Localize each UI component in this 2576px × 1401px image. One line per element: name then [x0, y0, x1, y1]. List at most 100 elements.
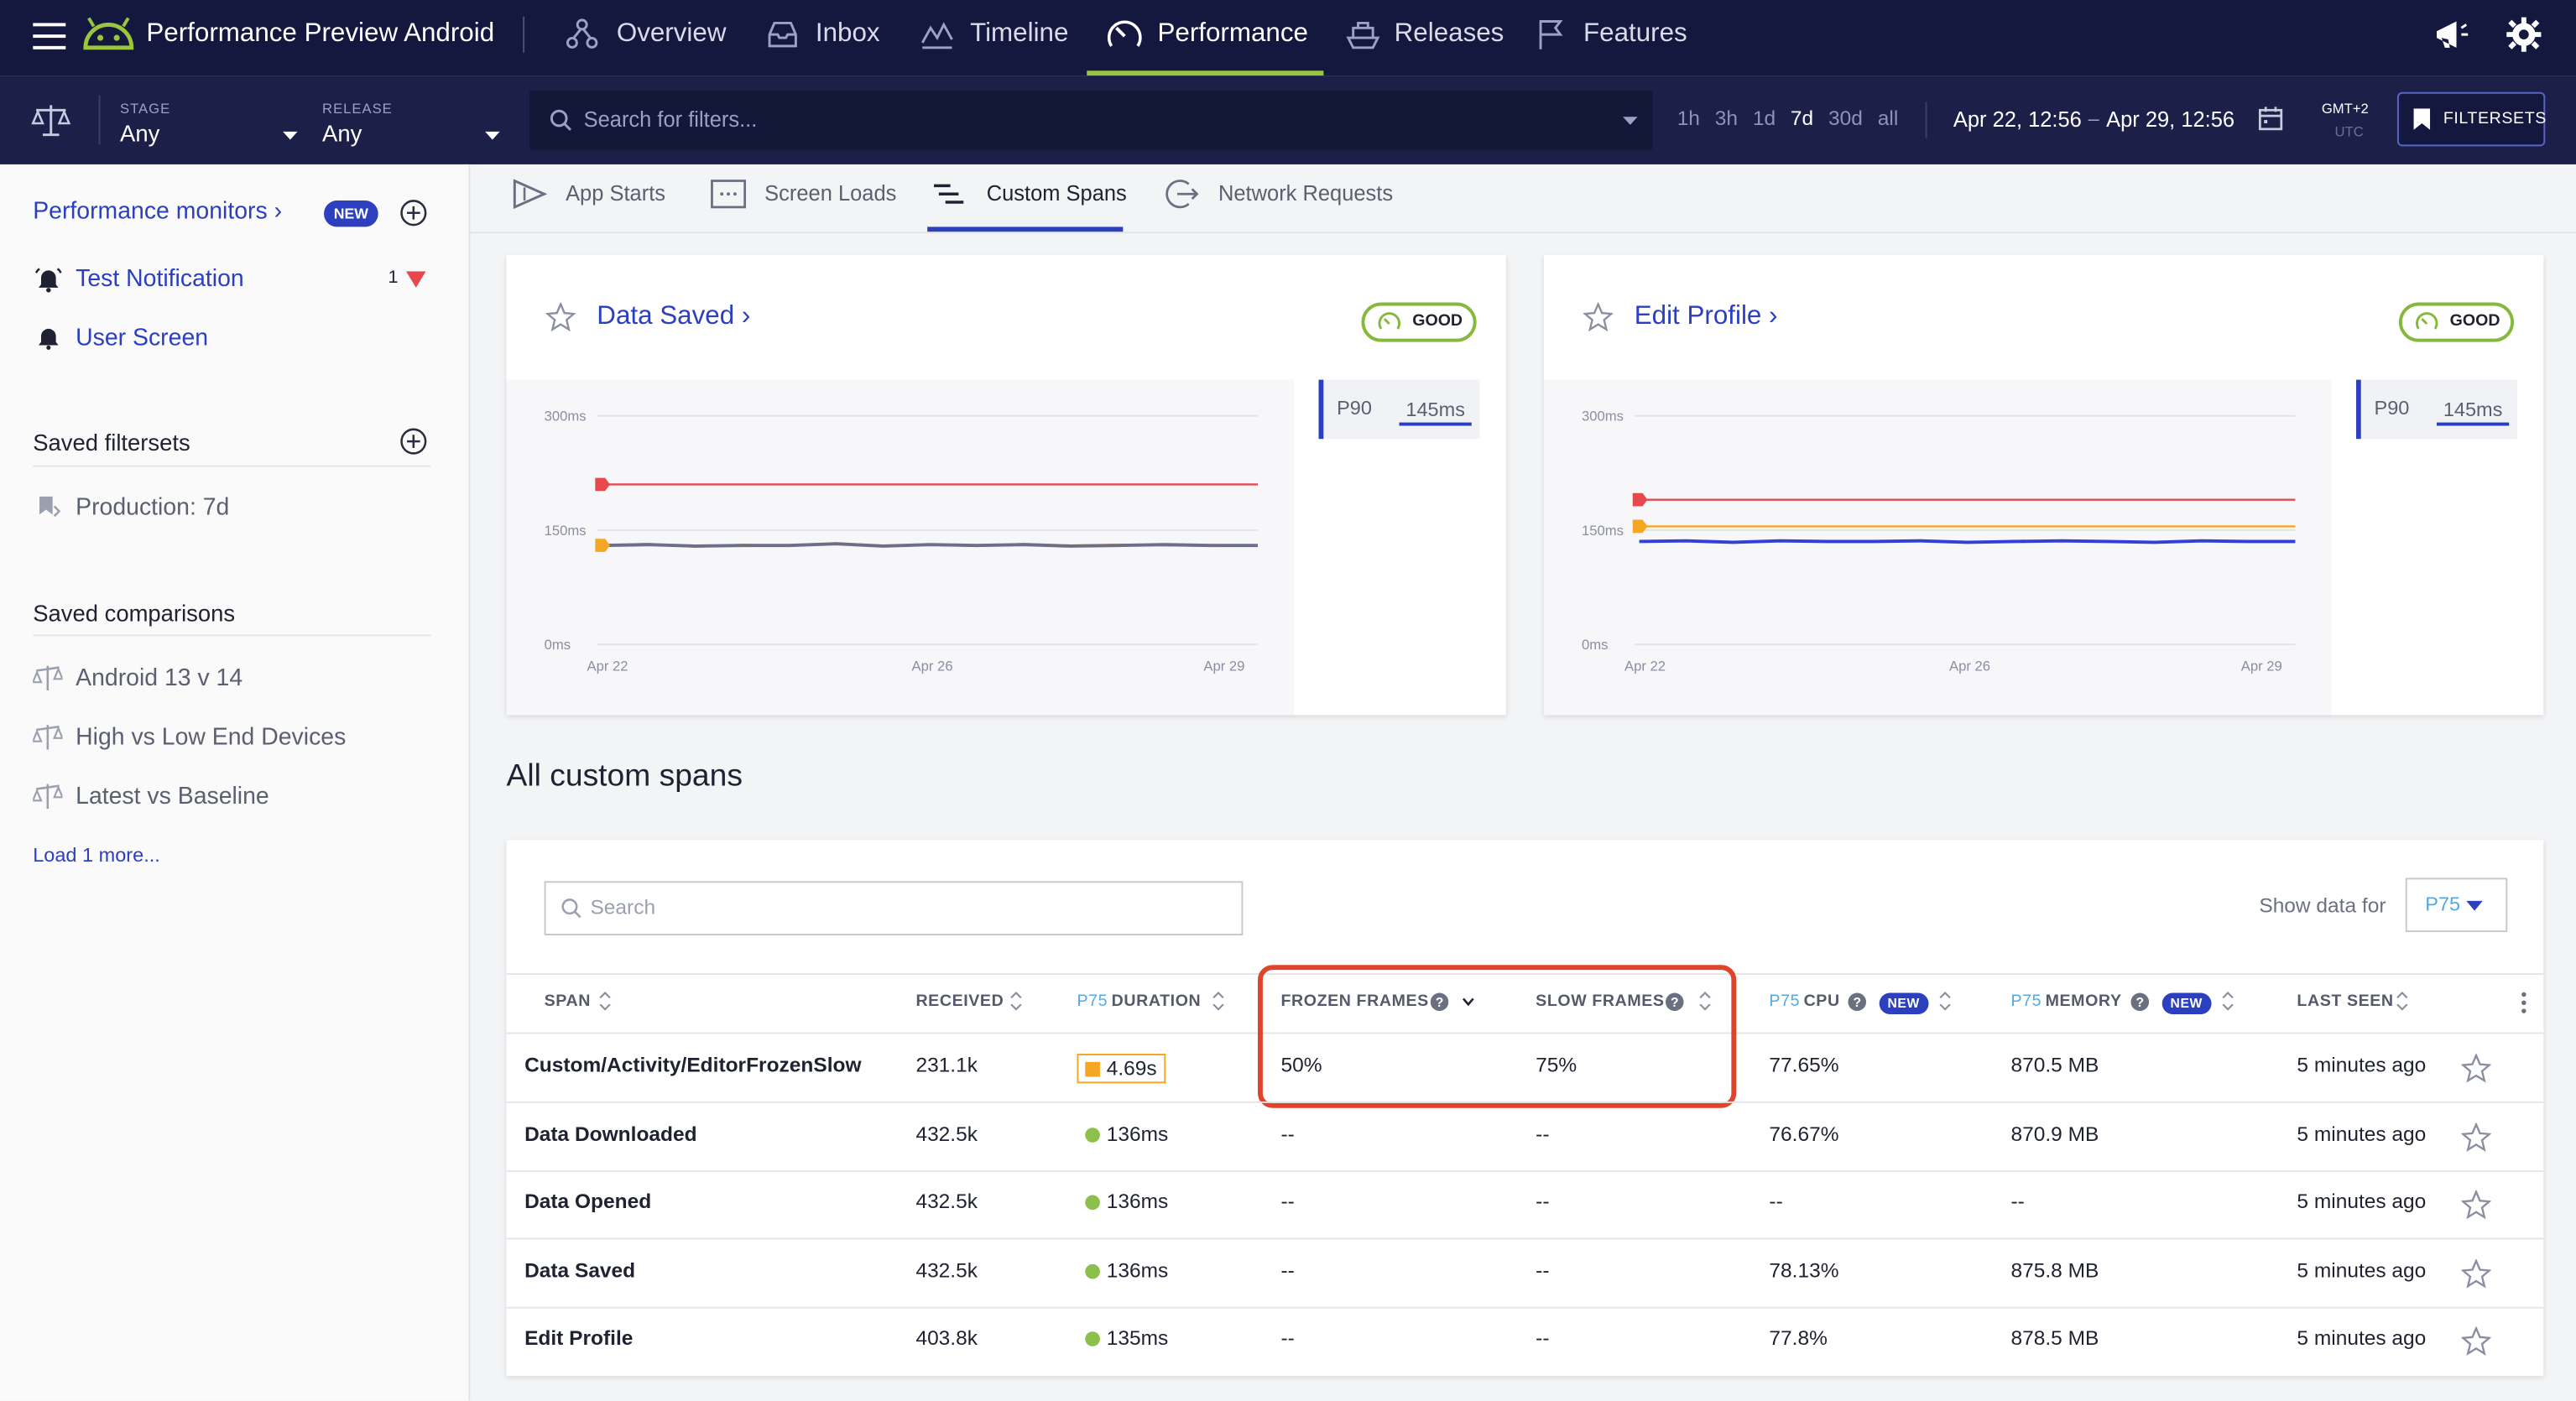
sort-descending-icon[interactable] [1462, 997, 1475, 1007]
span-name[interactable]: Data Saved [524, 1258, 636, 1283]
col-header-cpu-percentile[interactable]: P75 [1769, 992, 1801, 1012]
range-1d[interactable]: 1d [1752, 107, 1776, 130]
star-icon[interactable] [2461, 1326, 2491, 1356]
range-1h[interactable]: 1h [1676, 107, 1700, 130]
date-to[interactable]: Apr 29, 12:56 [2106, 107, 2235, 132]
star-icon[interactable] [2461, 1054, 2491, 1083]
chevron-down-icon[interactable] [1623, 117, 1638, 125]
stage-select[interactable]: Any [120, 120, 160, 147]
release-label: RELEASE [322, 100, 393, 117]
col-header-cpu[interactable]: CPU [1803, 992, 1840, 1012]
date-from[interactable]: Apr 22, 12:56 [1953, 107, 2082, 132]
col-header-duration-percentile[interactable]: P75 [1077, 992, 1108, 1012]
load-more-link[interactable]: Load 1 more... [33, 843, 160, 867]
good-status-dot-icon [1085, 1331, 1100, 1347]
col-header-duration[interactable]: DURATION [1111, 992, 1202, 1012]
star-icon[interactable] [545, 302, 576, 332]
svg-text:?: ? [1436, 996, 1444, 1010]
tab-network-requests[interactable]: Network Requests [1218, 180, 1394, 206]
range-3h[interactable]: 3h [1714, 107, 1739, 130]
calendar-icon[interactable] [2257, 105, 2283, 131]
stage-dropdown-icon[interactable] [283, 131, 298, 140]
comparison-android[interactable]: Android 13 v 14 [76, 665, 243, 692]
announcements-megaphone-icon[interactable] [2433, 18, 2469, 51]
frozen-frames-value: -- [1280, 1190, 1295, 1214]
sort-icon[interactable] [2221, 992, 2234, 1012]
release-dropdown-icon[interactable] [485, 131, 500, 140]
percentile-select[interactable]: P75 [2405, 878, 2508, 933]
nav-timeline[interactable]: Timeline [970, 19, 1069, 48]
star-icon[interactable] [1583, 302, 1614, 332]
col-header-span[interactable]: SPAN [544, 992, 591, 1012]
tab-custom-spans[interactable]: Custom Spans [986, 180, 1127, 206]
table-search-input[interactable]: Search [544, 881, 1244, 935]
sort-icon[interactable] [598, 992, 612, 1012]
monitor-user-screen[interactable]: User Screen [76, 325, 209, 352]
help-icon[interactable]: ? [1430, 992, 1449, 1012]
threshold-marker [595, 539, 610, 552]
filter-search-placeholder: Search for filters... [583, 107, 758, 132]
col-header-memory[interactable]: MEMORY [2045, 992, 2122, 1012]
card-title[interactable]: Edit Profile › [1634, 302, 1778, 331]
star-icon[interactable] [2461, 1258, 2491, 1289]
add-monitor-icon[interactable] [399, 199, 427, 227]
filter-search-input[interactable]: Search for filters... [529, 90, 1653, 150]
tab-app-starts[interactable]: App Starts [566, 180, 666, 206]
comparison-devices[interactable]: High vs Low End Devices [76, 725, 347, 752]
span-name[interactable]: Custom/Activity/EditorFrozenSlow [524, 1054, 862, 1077]
help-icon[interactable]: ? [1665, 992, 1684, 1012]
col-header-frozen-frames[interactable]: FROZEN FRAMES [1280, 992, 1429, 1012]
range-7d[interactable]: 7d [1790, 107, 1814, 130]
cpu-value: 77.65% [1769, 1054, 1839, 1077]
slow-frames-value: -- [1536, 1122, 1550, 1146]
nav-divider [523, 16, 525, 53]
good-status-dot-icon [1085, 1195, 1100, 1211]
filtersets-button[interactable]: FILTERSETS [2396, 91, 2546, 147]
col-header-last-seen[interactable]: LAST SEEN [2297, 992, 2394, 1012]
sort-icon[interactable] [1698, 992, 1712, 1012]
range-all[interactable]: all [1877, 107, 1899, 130]
card-title[interactable]: Data Saved › [597, 302, 751, 331]
release-select[interactable]: Any [322, 120, 362, 147]
row-divider [506, 1306, 2544, 1309]
menu-icon[interactable] [33, 21, 66, 50]
col-header-memory-percentile[interactable]: P75 [2010, 992, 2042, 1012]
cpu-value: 76.67% [1769, 1122, 1839, 1146]
app-title[interactable]: Performance Preview Android [146, 19, 495, 48]
compare-scales-icon[interactable] [31, 102, 71, 138]
warning-square-icon [1085, 1062, 1100, 1077]
tab-screen-loads[interactable]: Screen Loads [764, 180, 897, 206]
nav-features[interactable]: Features [1583, 19, 1687, 48]
nav-inbox[interactable]: Inbox [815, 19, 880, 48]
star-icon[interactable] [2461, 1122, 2491, 1152]
nav-overview[interactable]: Overview [616, 19, 727, 48]
sort-icon[interactable] [2396, 992, 2409, 1012]
span-name[interactable]: Data Downloaded [524, 1122, 697, 1146]
timezone-top[interactable]: GMT+2 [2321, 100, 2369, 117]
range-30d[interactable]: 30d [1828, 107, 1863, 130]
sort-icon[interactable] [1938, 992, 1952, 1012]
monitor-test-notification[interactable]: Test Notification [76, 266, 244, 293]
sort-icon[interactable] [1212, 992, 1225, 1012]
comparison-latest[interactable]: Latest vs Baseline [76, 784, 269, 811]
span-name[interactable]: Edit Profile [524, 1326, 634, 1350]
col-header-received[interactable]: RECEIVED [915, 992, 1004, 1012]
settings-gear-icon[interactable] [2506, 17, 2542, 53]
performance-monitors-link[interactable]: Performance monitors › [33, 199, 283, 226]
nav-releases[interactable]: Releases [1394, 19, 1504, 48]
slow-frames-value: 75% [1536, 1054, 1577, 1077]
span-name[interactable]: Data Opened [524, 1190, 652, 1214]
help-icon[interactable]: ? [2130, 992, 2150, 1012]
help-icon[interactable]: ? [1848, 992, 1867, 1012]
nav-performance[interactable]: Performance [1157, 19, 1308, 48]
filterset-production[interactable]: Production: 7d [76, 494, 230, 522]
star-icon[interactable] [2461, 1190, 2491, 1220]
saved-filtersets-heading: Saved filtersets [33, 429, 190, 456]
add-filterset-icon[interactable] [399, 427, 427, 455]
percentile-value[interactable]: 145ms [2436, 398, 2510, 426]
nav-active-indicator [1087, 70, 1324, 76]
col-header-slow-frames[interactable]: SLOW FRAMES [1536, 992, 1665, 1012]
column-options-icon[interactable] [2521, 992, 2527, 1014]
percentile-value[interactable]: 145ms [1399, 398, 1472, 426]
sort-icon[interactable] [1009, 992, 1023, 1012]
